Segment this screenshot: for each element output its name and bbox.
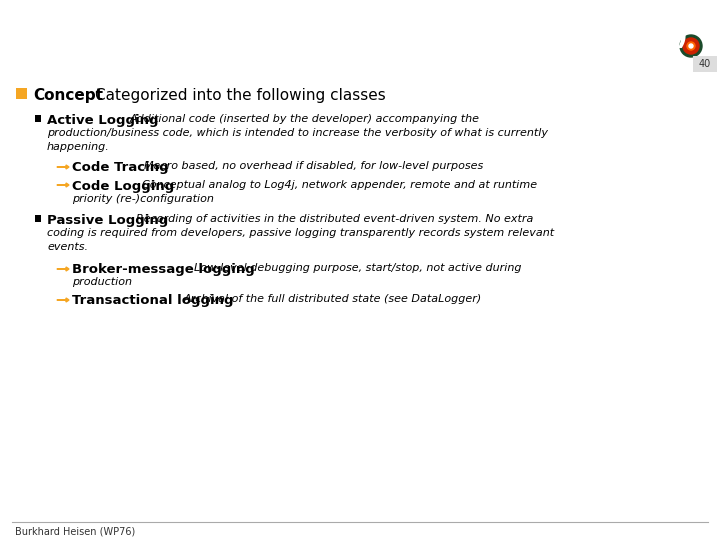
Circle shape <box>680 35 702 57</box>
Text: Recording of activities in the distributed event-driven system. No extra: Recording of activities in the distribut… <box>136 214 534 224</box>
Text: XFEL: XFEL <box>26 50 68 65</box>
Circle shape <box>683 38 699 54</box>
Text: coding is required from developers, passive logging transparently records system: coding is required from developers, pass… <box>47 228 554 238</box>
Text: events.: events. <box>47 242 88 252</box>
Text: Macro based, no overhead if disabled, for low-level purposes: Macro based, no overhead if disabled, fo… <box>144 161 483 171</box>
Bar <box>16 88 27 99</box>
Text: Additional code (inserted by the developer) accompanying the: Additional code (inserted by the develop… <box>130 114 480 124</box>
Text: Code Tracing: Code Tracing <box>72 161 168 174</box>
FancyArrow shape <box>57 183 69 187</box>
Text: production/business code, which is intended to increase the verbosity of what is: production/business code, which is inten… <box>47 128 548 138</box>
Text: Active Logging: Active Logging <box>47 114 158 127</box>
Text: priority (re-)configuration: priority (re-)configuration <box>72 194 214 204</box>
Bar <box>35 115 41 122</box>
Text: 40: 40 <box>699 59 711 69</box>
FancyArrow shape <box>57 267 69 271</box>
FancyArrow shape <box>57 298 69 302</box>
Text: Concept: Concept <box>33 88 103 103</box>
Circle shape <box>689 44 693 48</box>
FancyArrow shape <box>57 165 69 169</box>
Text: : Categorized into the following classes: : Categorized into the following classes <box>85 88 386 103</box>
Text: Transactional logging: Transactional logging <box>72 294 233 307</box>
Text: Code Logging: Code Logging <box>72 180 174 193</box>
Text: Conceptual analog to Log4j, network appender, remote and at runtime: Conceptual analog to Log4j, network appe… <box>142 180 537 190</box>
Text: Logging (active, passive, central, local): Logging (active, passive, central, local… <box>100 24 688 50</box>
Text: Passive Logging: Passive Logging <box>47 214 168 227</box>
Circle shape <box>687 42 695 50</box>
Text: happening.: happening. <box>47 142 109 152</box>
Text: production: production <box>72 277 132 287</box>
Text: Karabo: The European XFEL software framework: Karabo: The European XFEL software frame… <box>135 12 354 21</box>
Text: Low-level debugging purpose, start/stop, not active during: Low-level debugging purpose, start/stop,… <box>194 263 521 273</box>
Text: Burkhard Heisen (WP76): Burkhard Heisen (WP76) <box>15 526 135 536</box>
Bar <box>693 56 717 72</box>
Bar <box>35 215 41 222</box>
Text: Broker-message logging: Broker-message logging <box>72 263 255 276</box>
Text: Archival of the full distributed state (see DataLogger): Archival of the full distributed state (… <box>184 294 482 304</box>
Text: European: European <box>17 38 77 48</box>
